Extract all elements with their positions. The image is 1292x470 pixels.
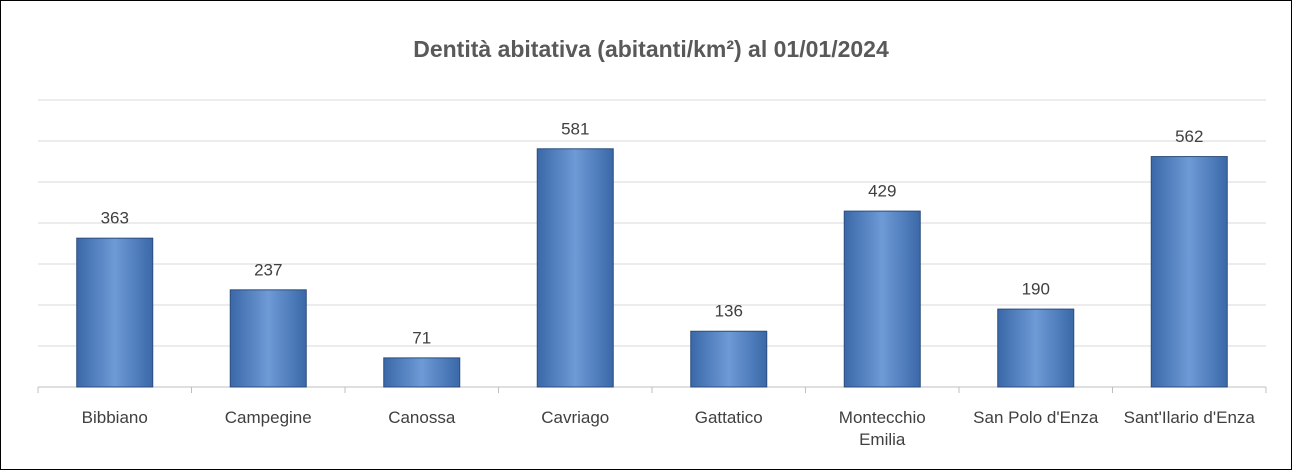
x-tick-label: Cavriago xyxy=(541,408,610,427)
bar xyxy=(843,210,921,388)
data-label: 190 xyxy=(1022,280,1050,299)
chart-title: Dentità abitativa (abitanti/km²) al 01/0… xyxy=(413,36,889,62)
data-label: 429 xyxy=(868,182,896,201)
bar xyxy=(690,330,768,388)
x-tick-label: Bibbiano xyxy=(81,408,148,427)
bar xyxy=(997,308,1075,388)
bar xyxy=(76,237,154,388)
bar xyxy=(383,357,461,388)
data-label: 71 xyxy=(412,328,431,347)
data-label: 562 xyxy=(1175,127,1203,146)
x-tick-label: Gattatico xyxy=(694,408,763,427)
x-tick-label: Sant'Ilario d'Enza xyxy=(1123,408,1255,427)
x-tick-label: Canossa xyxy=(388,408,456,427)
x-tick-label: Campegine xyxy=(224,408,312,427)
data-label: 237 xyxy=(254,260,282,279)
x-tick-label: Montecchio Emilia xyxy=(838,408,926,449)
data-label: 136 xyxy=(715,302,743,321)
x-tick-label: San Polo d'Enza xyxy=(973,408,1099,427)
data-label: 363 xyxy=(101,209,129,228)
data-label: 581 xyxy=(561,119,589,138)
bar xyxy=(1150,156,1228,388)
bar xyxy=(536,148,614,388)
bar xyxy=(229,289,307,388)
